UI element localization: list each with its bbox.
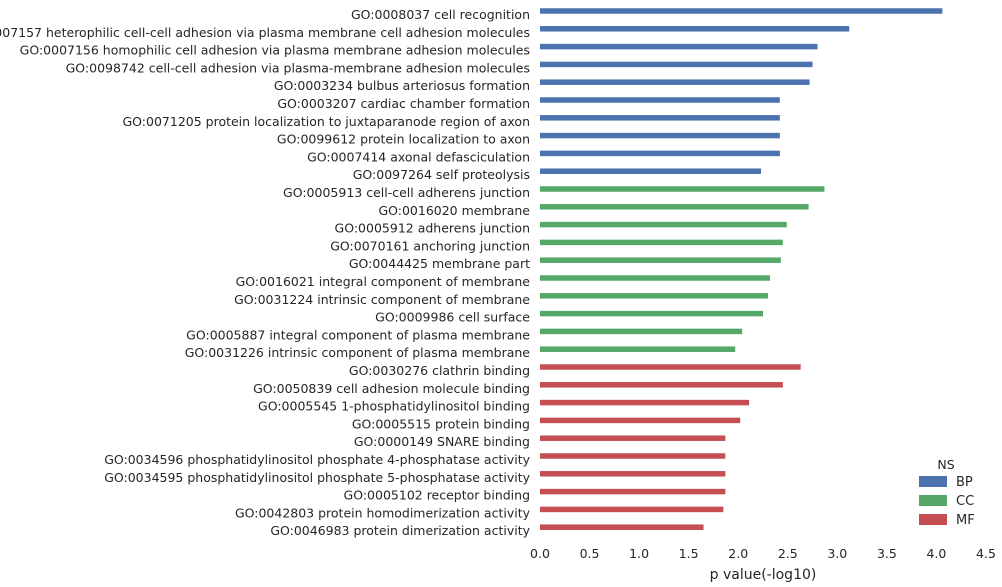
bar (540, 488, 726, 495)
y-tick-label: GO:0097264 self proteolysis (353, 167, 530, 182)
y-tick-label: GO:0050839 cell adhesion molecule bindin… (253, 381, 530, 396)
bar (540, 310, 763, 317)
bar (540, 132, 780, 139)
bar (540, 115, 780, 121)
x-tick-label: 4.5 (976, 546, 996, 561)
x-tick-label: 2.0 (728, 546, 748, 561)
y-tick-label: GO:0007414 axonal defasciculation (307, 149, 530, 164)
y-tick-labels: GO:0008037 cell recognition GO:0007157 he… (0, 7, 531, 538)
legend-label: MF (956, 513, 975, 528)
legend-swatch (919, 514, 947, 525)
y-tick-label: GO:0005545 1-phosphatidylinositol bindin… (258, 399, 530, 414)
legend-swatch (919, 495, 947, 506)
bar (540, 275, 770, 281)
bar (540, 257, 781, 263)
y-tick-label: GO:0007156 homophilic cell adhesion via … (20, 43, 530, 58)
bar (540, 435, 726, 441)
y-tick-label: GO:0005913 cell-cell adherens junction (283, 185, 530, 200)
y-tick-label: GO:0034596 phosphatidylinositol phosphat… (104, 452, 530, 467)
y-tick-label: GO:0008037 cell recognition (351, 7, 530, 22)
y-tick-label: GO:0007157 heterophilic cell-cell adhesi… (0, 25, 530, 40)
y-tick-label: GO:0031224 intrinsic component of membra… (234, 292, 530, 307)
bar (540, 471, 726, 477)
y-tick-label: GO:0005515 protein binding (352, 416, 530, 431)
bar (540, 221, 787, 228)
x-tick-label: 2.5 (778, 546, 798, 561)
y-tick-label: GO:0098742 cell-cell adhesion via plasma… (66, 60, 530, 75)
bar (540, 79, 810, 85)
bar (540, 168, 762, 174)
y-tick-label: GO:0005887 integral component of plasma … (186, 327, 530, 342)
y-tick-label: GO:0005102 receptor binding (344, 488, 530, 503)
x-tick-label: 1.5 (679, 546, 699, 561)
y-tick-label: GO:0071205 protein localization to juxta… (122, 114, 530, 129)
bar (540, 293, 768, 299)
legend: NS BP CC MF (919, 457, 975, 528)
bar (540, 61, 813, 68)
bar (540, 328, 743, 335)
y-tick-label: GO:0000149 SNARE binding (354, 434, 530, 449)
legend-label: CC (956, 494, 974, 509)
bar (540, 239, 783, 246)
y-tick-label: GO:0044425 membrane part (349, 256, 530, 271)
x-tick-label: 4.0 (926, 546, 946, 561)
bars-group (540, 8, 943, 530)
x-tick-label: 0.0 (530, 546, 550, 561)
bar (540, 26, 850, 32)
x-tick-label: 3.5 (877, 546, 897, 561)
legend-label: BP (956, 475, 973, 490)
bar (540, 204, 809, 210)
y-tick-label: GO:0005912 adherens junction (335, 221, 530, 236)
y-tick-label: GO:0046983 protein dimerization activity (270, 523, 530, 538)
x-tick-labels: 0.0 0.5 1.0 1.5 2.0 2.5 3.0 3.5 4.0 4.5 (530, 546, 996, 561)
bar (540, 417, 741, 424)
y-tick-label: GO:0016021 integral component of membran… (236, 274, 531, 289)
y-tick-label: GO:0070161 anchoring junction (330, 238, 530, 253)
bar (540, 382, 783, 388)
bar (540, 346, 736, 352)
bar (540, 364, 801, 370)
legend-swatch (919, 476, 947, 487)
y-tick-label: GO:0003207 cardiac chamber formation (277, 96, 530, 111)
bar (540, 399, 750, 406)
y-tick-label: GO:0034595 phosphatidylinositol phosphat… (104, 470, 530, 485)
bar (540, 43, 818, 50)
y-tick-label: GO:0009986 cell surface (375, 310, 530, 325)
bar (540, 150, 780, 157)
bar (540, 506, 724, 513)
y-tick-label: GO:0031226 intrinsic component of plasma… (185, 345, 531, 360)
bar (540, 186, 825, 192)
y-tick-label: GO:0099612 protein localization to axon (277, 132, 530, 147)
legend-title: NS (937, 457, 954, 472)
bar (540, 524, 704, 530)
bar (540, 97, 780, 103)
y-tick-label: GO:0016020 membrane (378, 203, 530, 218)
bar (540, 8, 943, 14)
y-tick-label: GO:0003234 bulbus arteriosus formation (274, 78, 530, 93)
x-tick-label: 1.0 (629, 546, 649, 561)
y-tick-label: GO:0042803 protein homodimerization acti… (235, 505, 531, 520)
x-axis-label: p value(-log10) (710, 567, 817, 583)
y-tick-label: GO:0030276 clathrin binding (349, 363, 530, 378)
bar (540, 453, 726, 459)
x-tick-label: 0.5 (580, 546, 600, 561)
x-tick-label: 3.0 (827, 546, 847, 561)
